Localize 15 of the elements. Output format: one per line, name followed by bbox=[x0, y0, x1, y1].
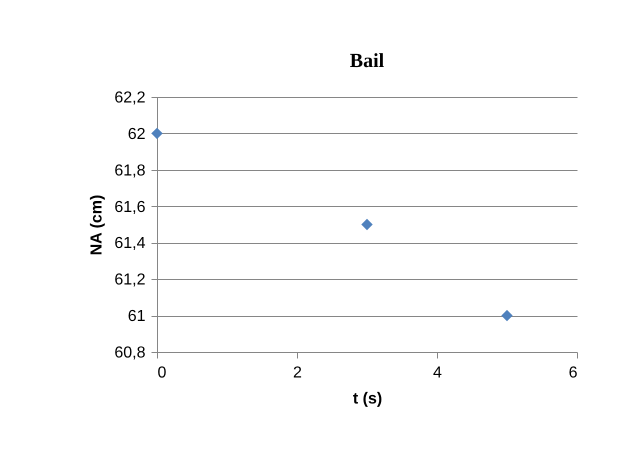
y-tick-label: 60,8 bbox=[114, 344, 146, 362]
y-axis-title: NA (cm) bbox=[88, 194, 106, 256]
x-axis-title: t (s) bbox=[352, 390, 382, 408]
y-tick-label: 61,6 bbox=[114, 198, 146, 216]
x-tick-label: 0 bbox=[158, 364, 166, 382]
x-tick-label: 2 bbox=[293, 364, 302, 382]
y-tick-label: 62 bbox=[128, 126, 146, 143]
chart-title: Bail bbox=[350, 50, 385, 72]
y-tick-label: 61,2 bbox=[114, 272, 146, 289]
y-tick-label: 61 bbox=[128, 308, 146, 326]
x-tick-label: 6 bbox=[568, 364, 578, 382]
x-tick-label: 4 bbox=[433, 364, 442, 382]
y-tick-label: 61,8 bbox=[114, 162, 146, 180]
y-tick-label: 62,2 bbox=[114, 90, 146, 106]
y-tick-label: 61,4 bbox=[114, 235, 146, 252]
